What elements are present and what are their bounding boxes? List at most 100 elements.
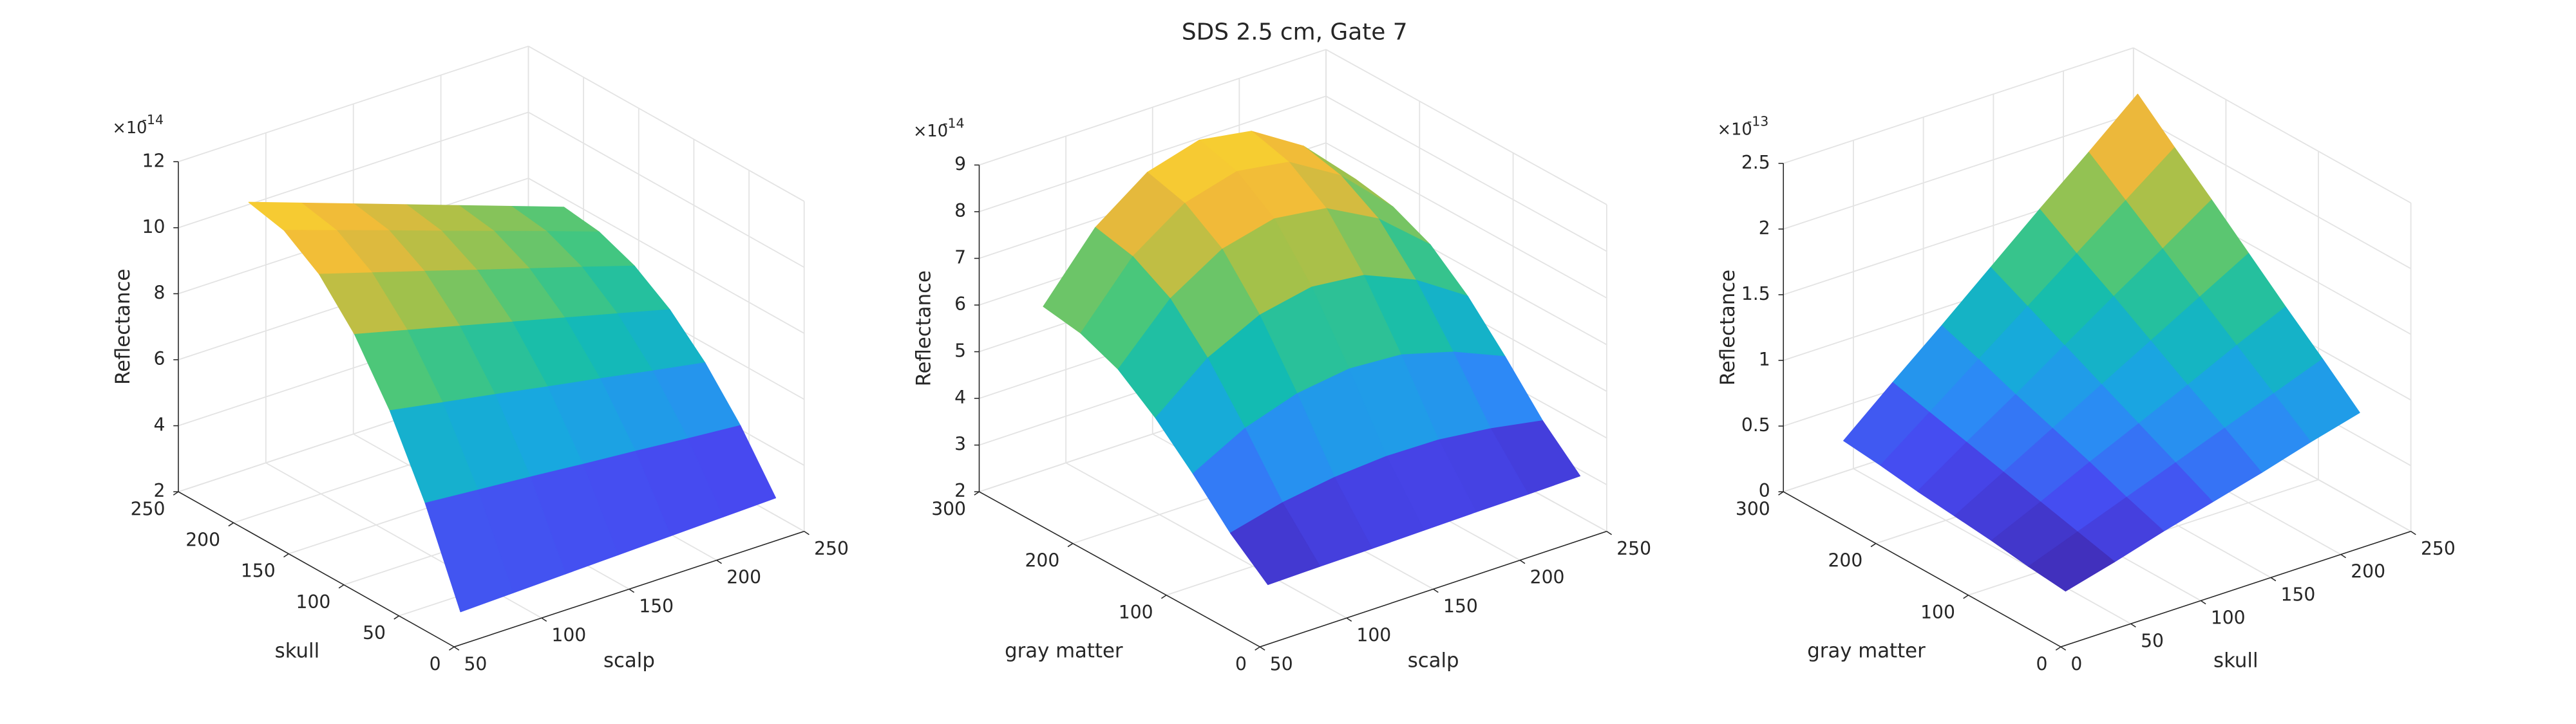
y-axis-label: gray matter [1005, 639, 1123, 662]
grid-line [1853, 468, 2132, 625]
z-tick-label: 5 [954, 340, 966, 362]
x-tick-label: 200 [726, 567, 761, 588]
x-tick [2410, 531, 2416, 535]
x-tick-label: 50 [464, 653, 488, 674]
x-tick [2201, 600, 2206, 605]
x-tick [541, 617, 547, 622]
x-tick [2130, 623, 2136, 627]
y-tick [1870, 543, 1877, 548]
y-tick-label: 100 [296, 591, 331, 613]
z-exponent-power: -13 [1747, 114, 1768, 129]
y-tick-label: 100 [1119, 602, 1153, 623]
z-tick-label: 1 [1759, 349, 1770, 370]
y-tick [1067, 543, 1074, 548]
y-tick-label: 300 [931, 498, 966, 519]
x-tick [2060, 646, 2067, 651]
y-tick [1778, 491, 1784, 496]
z-exponent-base: ×10 [1718, 120, 1752, 140]
x-tick-label: 100 [551, 624, 586, 645]
y-axis-label: skull [275, 639, 319, 662]
y-tick [283, 553, 289, 558]
grid-line [528, 111, 805, 268]
x-tick [1433, 588, 1439, 593]
y-tick [974, 491, 980, 496]
x-tick-label: 250 [1616, 538, 1651, 559]
surface-patch [1230, 502, 1321, 585]
x-axis-label: skull [2213, 649, 2258, 673]
grid-line [2133, 113, 2412, 270]
grid-line [2133, 47, 2412, 204]
grid-line [178, 111, 529, 228]
x-tick-label: 50 [1270, 653, 1293, 674]
grid-line [528, 46, 805, 202]
y-tick-label: 150 [241, 561, 276, 582]
x-tick [629, 588, 635, 593]
y-tick [449, 646, 455, 651]
x-tick-label: 50 [2141, 630, 2164, 651]
surface-patch [2028, 531, 2116, 592]
x-axis-line [2060, 530, 2411, 647]
x-axis-label: scalp [1408, 649, 1459, 673]
z-exponent-power: -14 [943, 115, 964, 131]
z-tick-label: 7 [954, 246, 966, 268]
grid-line [1065, 462, 1347, 619]
z-exponent-base: ×10 [112, 118, 147, 138]
y-axis-line [979, 491, 1260, 647]
grid-line [1325, 142, 1607, 299]
y-axis-label: gray matter [1807, 639, 1926, 662]
grid-line [979, 49, 1327, 166]
z-tick-label: 9 [954, 153, 966, 174]
z-tick-label: 2 [1759, 218, 1770, 239]
z-axis-label: Reflectance [111, 269, 135, 385]
z-tick-label: 0 [1759, 480, 1770, 501]
z-tick-label: 4 [954, 387, 966, 408]
x-tick [1519, 559, 1526, 564]
z-tick-label: 12 [142, 150, 166, 171]
y-tick [173, 491, 179, 496]
x-tick [1259, 646, 1265, 651]
x-tick-label: 250 [814, 538, 849, 559]
x-tick [1606, 531, 1612, 535]
z-exponent-power: -14 [142, 112, 164, 127]
z-tick-label: 8 [153, 282, 165, 303]
z-tick-label: 1.5 [1741, 283, 1770, 304]
surface-patch [424, 489, 514, 613]
z-tick-label: 0.5 [1741, 414, 1770, 436]
y-tick-label: 0 [1235, 653, 1247, 674]
y-tick [1255, 646, 1260, 651]
y-tick [2055, 646, 2061, 651]
grid-line [178, 45, 529, 163]
x-tick [453, 646, 460, 651]
y-tick [338, 584, 345, 589]
y-tick-label: 300 [1736, 498, 1770, 519]
y-tick-label: 250 [131, 498, 166, 519]
grid-line [1783, 113, 2134, 230]
grid-line [1325, 49, 1607, 205]
z-tick-label: 10 [142, 216, 166, 237]
x-tick-label: 200 [2351, 561, 2385, 582]
z-tick-label: 3 [954, 434, 966, 455]
x-tick-label: 0 [2070, 653, 2082, 674]
x-tick [1346, 617, 1352, 622]
y-tick [1160, 595, 1167, 599]
grid-line [1783, 47, 2134, 164]
z-tick-label: 8 [954, 200, 966, 221]
x-tick-label: 150 [2281, 584, 2316, 606]
x-tick-label: 250 [2421, 538, 2456, 559]
z-exponent-base: ×10 [913, 122, 948, 141]
y-tick-label: 100 [1920, 602, 1955, 623]
z-tick-label: 6 [954, 293, 966, 315]
grid-line [1325, 95, 1607, 252]
z-axis-label: Reflectance [1716, 270, 1739, 385]
grid-line [528, 178, 805, 334]
x-tick-label: 150 [1443, 596, 1478, 617]
z-tick-label: 2 [153, 480, 165, 501]
x-tick [716, 559, 722, 564]
x-tick [2270, 577, 2277, 582]
x-axis-label: scalp [603, 649, 655, 673]
z-axis-label: Reflectance [912, 270, 935, 386]
y-tick-label: 200 [185, 530, 220, 551]
y-tick-label: 0 [430, 653, 441, 674]
figure-title: SDS 2.5 cm, Gate 7 [1182, 19, 1408, 45]
